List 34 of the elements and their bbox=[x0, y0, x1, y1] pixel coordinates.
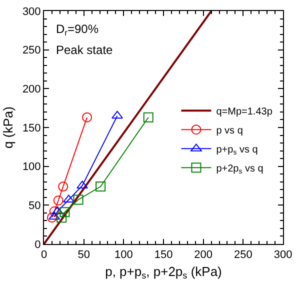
legend-label: q=Mp=1.43p bbox=[216, 106, 273, 118]
point bbox=[56, 212, 67, 223]
x-tick-label: 300 bbox=[274, 249, 292, 262]
y-axis-title: q (kPa) bbox=[0, 106, 16, 148]
y-tick-label: 250 bbox=[22, 44, 41, 57]
point bbox=[49, 206, 60, 216]
point bbox=[143, 112, 154, 122]
y-tick-label: 300 bbox=[22, 6, 41, 18]
y-tick-label: 0 bbox=[34, 238, 41, 251]
x-tick-label: 250 bbox=[234, 249, 252, 262]
y-tick-label: 150 bbox=[22, 122, 41, 134]
legend-label: p+2p$_{s}$ vs q bbox=[216, 164, 264, 176]
y-tick-label: 200 bbox=[22, 84, 41, 96]
point bbox=[82, 112, 92, 122]
x-tick-label: 50 bbox=[78, 249, 90, 262]
y-tick-label: 100 bbox=[22, 161, 41, 174]
x-tick-label: 150 bbox=[154, 249, 173, 262]
point bbox=[96, 182, 106, 192]
point bbox=[112, 110, 123, 119]
point bbox=[52, 206, 64, 214]
point bbox=[48, 212, 60, 220]
x-axis-title: p, p+p$_{s}$, p+2p$_{s}$ (kPa) bbox=[105, 264, 222, 281]
legend-label: p vs q bbox=[216, 126, 243, 137]
point bbox=[58, 182, 68, 192]
y-tick-label: 50 bbox=[28, 200, 41, 212]
point bbox=[53, 196, 64, 206]
annotation: Peak state bbox=[56, 43, 114, 57]
x-tick-label: 100 bbox=[114, 249, 133, 262]
point bbox=[46, 212, 57, 223]
point bbox=[60, 207, 70, 218]
x-tick-label: 200 bbox=[194, 249, 213, 262]
legend-label: p+p$_{s}$ vs q bbox=[216, 144, 258, 157]
point bbox=[73, 194, 84, 205]
annotation: D$_{r}$=90% bbox=[56, 22, 99, 38]
